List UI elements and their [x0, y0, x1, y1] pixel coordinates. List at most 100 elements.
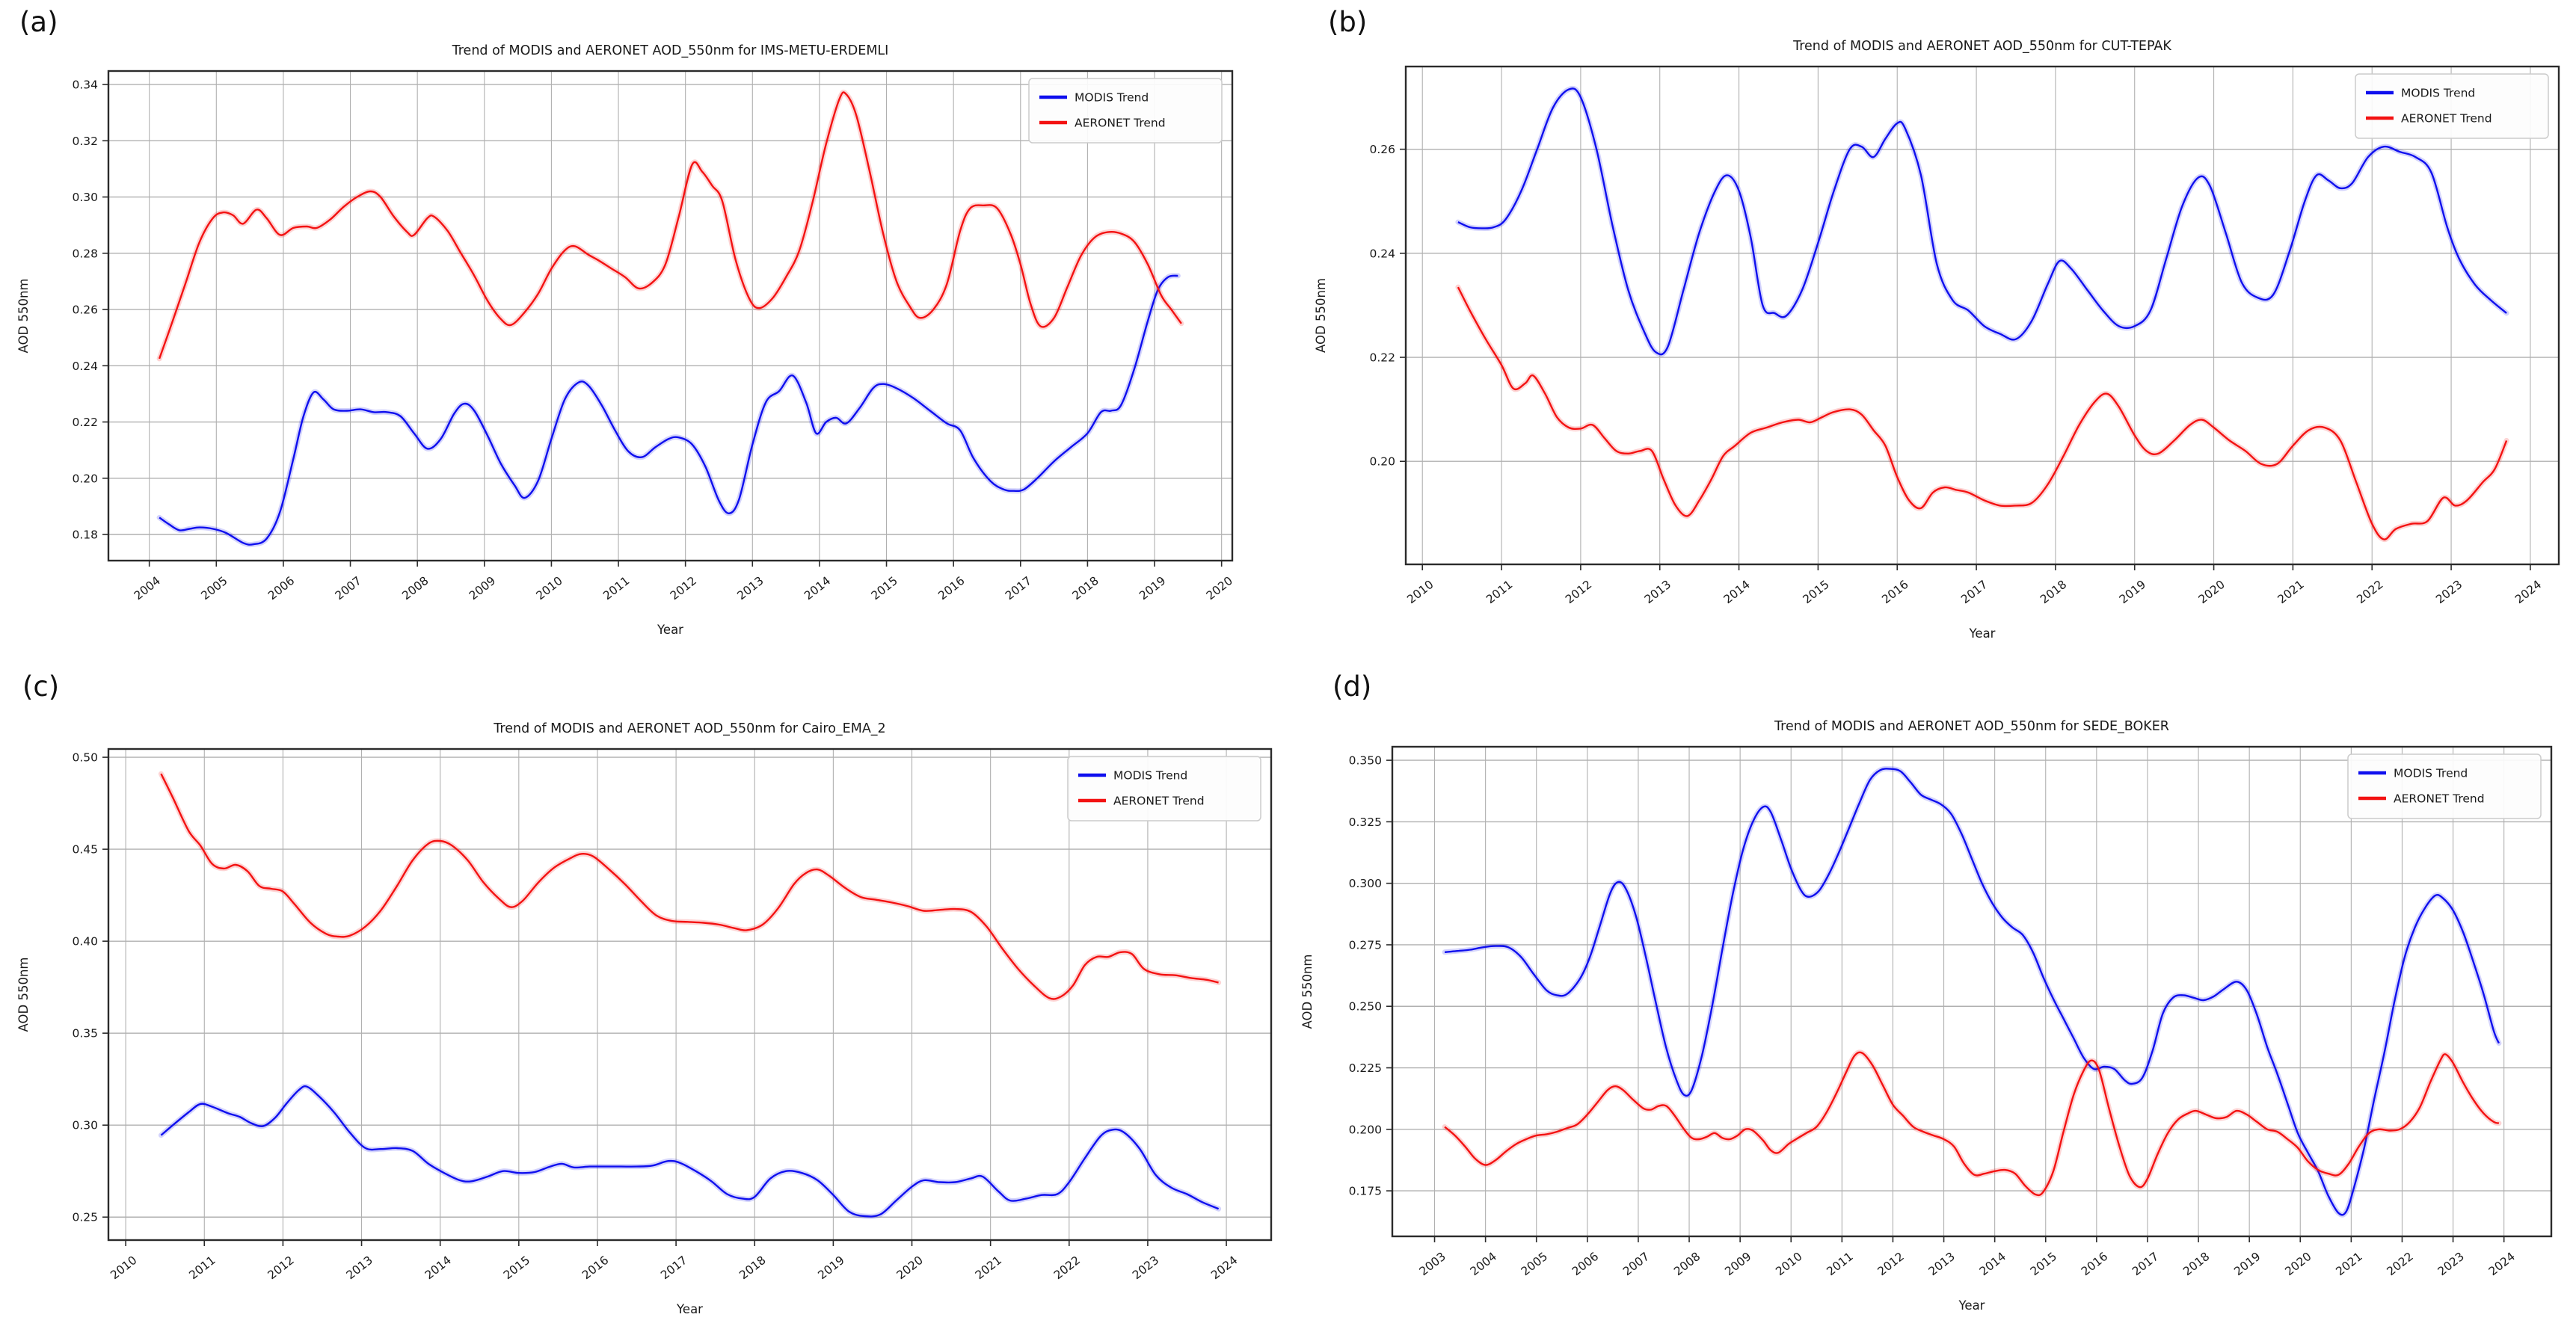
x-tick-label: 2008	[1671, 1250, 1703, 1278]
y-tick-label: 0.275	[1349, 938, 1382, 952]
y-tick-label: 0.25	[72, 1211, 98, 1224]
x-tick-label: 2010	[534, 574, 565, 602]
modis-trend-line	[159, 274, 1178, 546]
x-tick-label: 2007	[333, 574, 364, 602]
plot-border	[1391, 745, 2553, 1238]
y-tick-label: 0.26	[1369, 143, 1395, 156]
y-tick-label: 0.20	[1369, 455, 1395, 469]
x-tick-label: 2020	[2282, 1250, 2314, 1278]
x-tick-label: 2005	[198, 574, 230, 602]
x-tick-label: 2008	[399, 574, 431, 602]
y-tick-label: 0.22	[72, 416, 98, 429]
legend-label-aeronet: AERONET Trend	[1113, 795, 1205, 808]
x-tick-label: 2019	[1137, 574, 1168, 602]
chart-title: Trend of MODIS and AERONET AOD_550nm for…	[452, 43, 889, 58]
x-tick-label: 2011	[1484, 578, 1515, 606]
modis-trend-band	[158, 1083, 1222, 1219]
x-tick-label: 2011	[600, 574, 632, 602]
x-tick-label: 2016	[2079, 1250, 2110, 1278]
y-tick-label: 0.350	[1349, 754, 1382, 768]
x-tick-label: 2012	[1875, 1250, 1907, 1278]
x-tick-label: 2010	[1404, 578, 1436, 606]
x-tick-label: 2022	[1051, 1254, 1083, 1282]
x-tick-label: 2013	[1642, 578, 1673, 606]
x-tick-label: 2021	[2275, 578, 2307, 606]
x-tick-label: 2015	[501, 1254, 532, 1282]
x-tick-label: 2019	[2117, 578, 2148, 606]
chart-title: Trend of MODIS and AERONET AOD_550nm for…	[1774, 719, 2169, 734]
x-axis-label: Year	[1958, 1298, 1985, 1313]
x-tick-label: 2015	[2028, 1250, 2059, 1278]
x-tick-label: 2015	[1801, 578, 1832, 606]
x-tick-label: 2024	[1208, 1254, 1240, 1282]
x-tick-label: 2015	[869, 574, 900, 602]
panel-b: (b) 2010 2011 2012 2013 2014 2015 2016 2017 2018…	[1288, 0, 2575, 670]
x-tick-label: 2007	[1620, 1250, 1652, 1278]
x-tick-label: 2018	[2038, 578, 2069, 606]
x-axis-label: Year	[657, 623, 683, 637]
x-tick-label: 2012	[1563, 578, 1594, 606]
panel-letter-a: (a)	[19, 6, 58, 38]
y-tick-label: 0.22	[1369, 351, 1395, 365]
x-tick-label: 2021	[2334, 1250, 2365, 1278]
y-tick-label: 0.24	[72, 360, 98, 373]
x-tick-label: 2003	[1417, 1250, 1448, 1278]
x-tick-label: 2013	[734, 574, 766, 602]
modis-trend-band	[1442, 765, 2502, 1218]
legend-label-modis: MODIS Trend	[2394, 767, 2468, 780]
panel-letter-b: (b)	[1328, 6, 1368, 38]
x-tick-label: 2017	[1958, 578, 1990, 606]
y-tick-label: 0.45	[72, 843, 98, 857]
x-tick-label: 2018	[1070, 574, 1101, 602]
legend-box	[2355, 73, 2549, 139]
aeronet-trend-band	[158, 771, 1222, 1002]
modis-trend-band	[1455, 85, 2509, 357]
modis-trend-line	[1457, 87, 2507, 356]
x-axis-label: Year	[676, 1302, 703, 1316]
modis-trend-line	[1445, 768, 2500, 1216]
x-tick-label: 2021	[973, 1254, 1004, 1282]
y-tick-label: 0.20	[72, 472, 98, 485]
legend-label-modis: MODIS Trend	[1113, 769, 1187, 783]
x-tick-label: 2019	[816, 1254, 847, 1282]
panel-a: (a) 2004 2005 2006 2007 2008 2009 2010 2011 2012…	[0, 0, 1288, 670]
x-tick-label: 2022	[2354, 578, 2385, 606]
x-tick-label: 2006	[265, 574, 297, 602]
panel-letter-d: (d)	[1332, 670, 1372, 703]
x-tick-label: 2023	[1130, 1254, 1161, 1282]
legend-label-modis: MODIS Trend	[1075, 91, 1149, 105]
y-tick-label: 0.325	[1349, 816, 1382, 829]
x-tick-label: 2020	[894, 1254, 926, 1282]
x-tick-label: 2011	[186, 1254, 218, 1282]
x-tick-label: 2014	[1721, 578, 1753, 606]
x-tick-label: 2019	[2231, 1250, 2263, 1278]
y-tick-label: 0.40	[72, 935, 98, 949]
chart-title: Trend of MODIS and AERONET AOD_550nm for…	[1792, 39, 2171, 54]
x-tick-label: 2016	[935, 574, 967, 602]
plot-border	[1404, 65, 2560, 566]
x-tick-label: 2024	[2486, 1250, 2518, 1278]
x-tick-label: 2004	[132, 574, 163, 602]
x-axis-label: Year	[1969, 626, 1996, 641]
y-tick-label: 0.32	[72, 135, 98, 148]
x-tick-label: 2024	[2512, 578, 2544, 606]
modis-trend-line	[160, 1085, 1220, 1218]
legend-label-aeronet: AERONET Trend	[2394, 792, 2485, 806]
y-tick-label: 0.50	[72, 751, 98, 765]
x-tick-label: 2023	[2435, 1250, 2467, 1278]
aeronet-trend-line	[160, 773, 1219, 1000]
y-axis-label: AOD 550nm	[1300, 955, 1315, 1029]
y-tick-label: 0.250	[1349, 1000, 1382, 1014]
y-axis-label: AOD 550nm	[16, 958, 31, 1032]
panel-d: (d) 2003 2004 2005 2006 2007 2008 2009 2010 2011…	[1288, 670, 2575, 1341]
panel-c: (c) 2010 2011 2012 2013 2014 2015 2016 2017 2018…	[0, 670, 1288, 1341]
aeronet-trend-line	[1444, 1051, 2500, 1197]
x-tick-label: 2012	[265, 1254, 297, 1282]
x-tick-label: 2010	[108, 1254, 139, 1282]
legend-box	[1067, 756, 1261, 821]
x-tick-label: 2018	[2180, 1250, 2212, 1278]
y-tick-label: 0.26	[72, 303, 98, 317]
x-tick-label: 2022	[2385, 1250, 2416, 1278]
y-axis-label: AOD 550nm	[1314, 278, 1328, 353]
